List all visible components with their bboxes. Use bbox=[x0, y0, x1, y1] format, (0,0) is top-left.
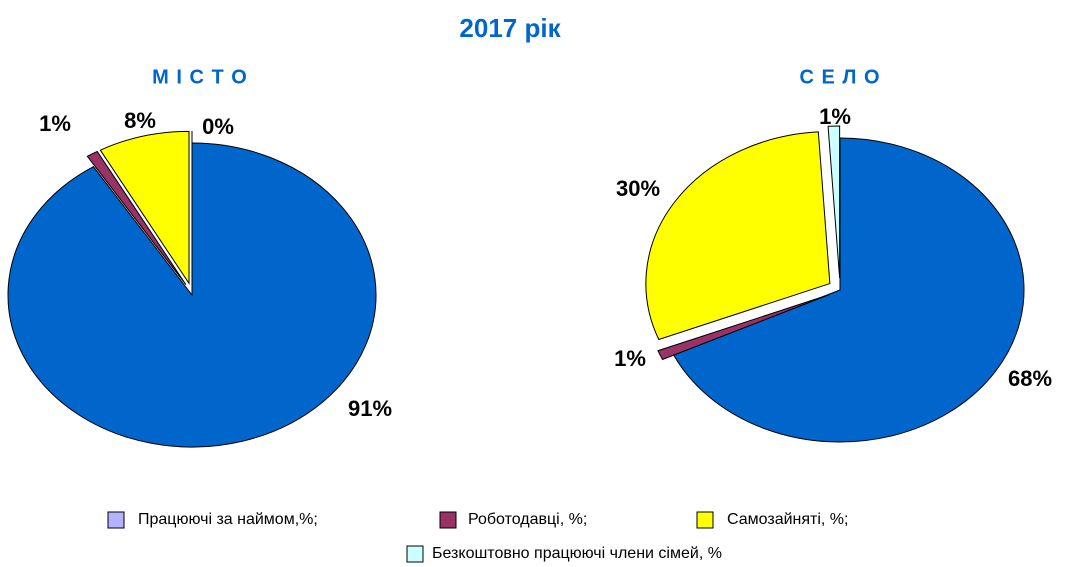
pie-slice bbox=[86, 150, 187, 285]
chart-title: 2017 рік bbox=[459, 13, 561, 43]
legend-swatch bbox=[439, 511, 457, 529]
data-label: 1% bbox=[819, 104, 851, 129]
legend-swatch bbox=[406, 545, 424, 563]
pie-slice bbox=[99, 130, 190, 286]
legend-label: Самозайняті, %; bbox=[727, 511, 848, 528]
legend-label: Безкоштовно працюючі члени сімей, % bbox=[432, 545, 722, 562]
pie-slice bbox=[7, 142, 377, 448]
pie-slice bbox=[657, 294, 830, 361]
data-label: 1% bbox=[614, 346, 646, 371]
pie-slice bbox=[672, 137, 1025, 443]
legend-label: Роботодавці, %; bbox=[468, 511, 587, 528]
data-label: 68% bbox=[1008, 366, 1052, 391]
legend-label: Працюючі за наймом,%; bbox=[138, 511, 318, 528]
legend-swatch bbox=[696, 511, 714, 529]
legend-swatch bbox=[107, 511, 125, 529]
pie-title: М І С Т О bbox=[152, 66, 248, 88]
pie-title: С Е Л О bbox=[799, 66, 880, 88]
pie-slice bbox=[827, 125, 841, 279]
data-label: 0% bbox=[202, 114, 234, 139]
data-label: 91% bbox=[348, 396, 392, 421]
pie-slice bbox=[645, 131, 831, 341]
data-label: 1% bbox=[39, 111, 71, 136]
data-label: 30% bbox=[616, 176, 660, 201]
data-label: 8% bbox=[124, 108, 156, 133]
